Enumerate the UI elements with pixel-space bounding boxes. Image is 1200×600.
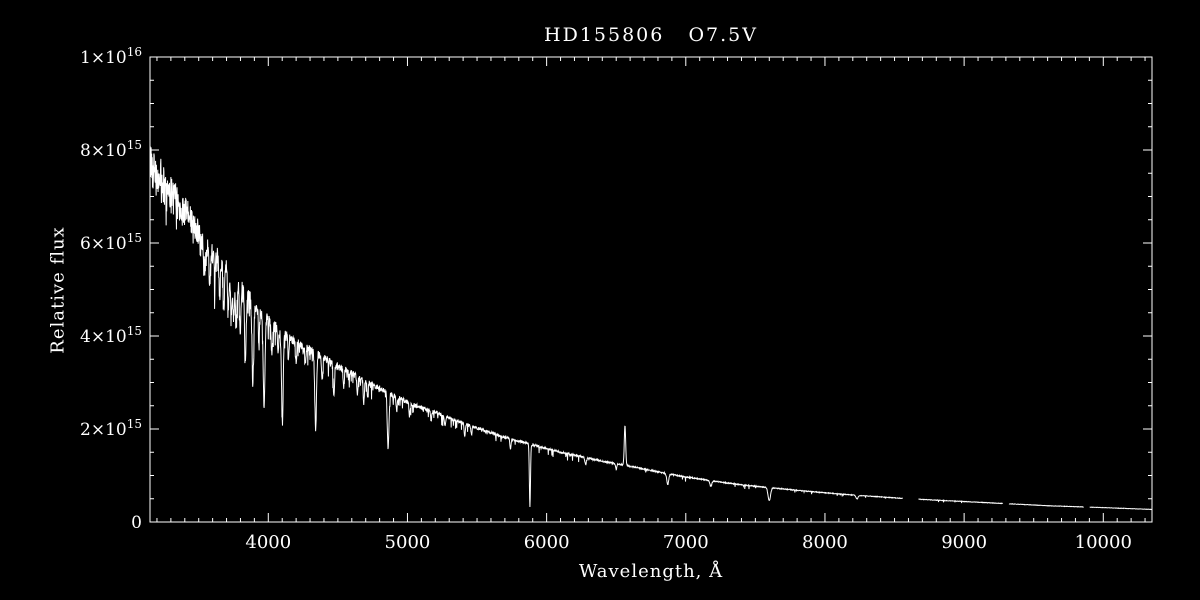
spectrum-line	[150, 146, 1152, 511]
x-axis-title: Wavelength, Å	[578, 561, 724, 582]
x-tick-label: 10000	[1075, 532, 1132, 553]
y-tick-label: 0	[131, 513, 142, 533]
y-axis-title: Relative flux	[47, 226, 69, 354]
y-tick-label: 2×1015	[80, 417, 142, 440]
x-tick-label: 9000	[941, 532, 987, 553]
y-tick-label: 1×1016	[80, 45, 142, 68]
chart-title: HD155806 O7.5V	[544, 24, 758, 46]
axis-tick-labels: 4000 5000 6000 7000 8000 9000 10000 0 2×1015 4×10…	[80, 45, 1132, 553]
plot-border	[149, 56, 1153, 523]
x-tick-label: 6000	[524, 532, 570, 553]
axis-ticks	[150, 56, 1152, 523]
y-tick-label: 6×1015	[80, 231, 142, 254]
x-tick-label: 7000	[663, 532, 709, 553]
x-tick-label: 5000	[385, 532, 431, 553]
x-tick-label: 8000	[802, 532, 848, 553]
y-tick-label: 4×1015	[80, 324, 142, 347]
x-tick-label: 4000	[245, 532, 291, 553]
y-tick-label: 8×1015	[80, 138, 142, 161]
